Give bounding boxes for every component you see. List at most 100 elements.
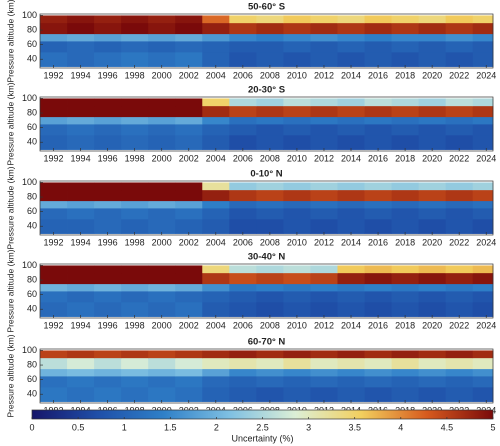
heatmap-cell xyxy=(94,98,122,107)
heatmap-cell xyxy=(229,182,257,191)
heatmap-cell xyxy=(364,357,392,370)
heatmap-cell xyxy=(121,33,149,42)
heatmap-cell xyxy=(94,368,122,377)
y-tick-label: 40 xyxy=(27,137,37,147)
heatmap-cell xyxy=(229,33,257,42)
heatmap-cell xyxy=(40,218,68,234)
heatmap-cell xyxy=(418,386,447,402)
x-tick-label: 2004 xyxy=(206,153,226,163)
heatmap-cell xyxy=(202,283,230,292)
heatmap-cell xyxy=(121,368,149,377)
heatmap-cell xyxy=(310,350,338,359)
x-tick-label: 2002 xyxy=(179,70,199,80)
colorbar-tick-label: 4 xyxy=(398,422,403,432)
heatmap-cell xyxy=(94,200,122,209)
heatmap-cell xyxy=(337,51,365,67)
heatmap-cell xyxy=(472,376,494,388)
heatmap-cell xyxy=(364,291,392,303)
y-tick-label: 40 xyxy=(27,54,37,64)
heatmap-cell xyxy=(202,41,230,53)
heatmap-cell xyxy=(445,124,474,136)
heatmap-cell xyxy=(229,98,257,107)
y-axis-label: Pressure altitude (km) xyxy=(5,82,15,165)
heatmap-cell xyxy=(40,200,68,209)
heatmap-cell xyxy=(229,189,257,202)
x-tick-label: 2016 xyxy=(368,237,388,247)
heatmap-cell xyxy=(67,134,95,150)
panel-title: 50-60° S xyxy=(248,2,285,13)
heatmap-cell xyxy=(148,51,176,67)
heatmap-cell xyxy=(364,15,392,24)
heatmap-cell xyxy=(391,301,420,317)
heatmap-cell xyxy=(418,33,447,42)
heatmap-cell xyxy=(67,357,95,370)
heatmap-cell xyxy=(94,134,122,150)
heatmap-cell xyxy=(391,41,420,53)
heatmap-cell xyxy=(391,200,420,209)
heatmap-cell xyxy=(229,386,257,402)
heatmap-cell xyxy=(283,189,311,202)
heatmap-cell xyxy=(175,98,203,107)
heatmap-cell xyxy=(148,124,176,136)
heatmap-cell xyxy=(472,116,494,125)
heatmap-cell xyxy=(175,182,203,191)
heatmap-cell xyxy=(445,189,474,202)
heatmap-cell xyxy=(40,22,68,35)
heatmap-cell xyxy=(310,265,338,274)
x-tick-label: 2014 xyxy=(341,153,361,163)
heatmap-cell xyxy=(148,218,176,234)
heatmap-cell xyxy=(148,41,176,53)
heatmap-cell xyxy=(445,200,474,209)
heatmap-cell xyxy=(364,218,392,234)
heatmap-cell xyxy=(40,134,68,150)
heatmap-cell xyxy=(94,272,122,285)
heatmap-cell xyxy=(472,200,494,209)
x-tick-label: 2024 xyxy=(476,237,496,247)
heatmap-cell xyxy=(94,41,122,53)
heatmap-cell xyxy=(472,301,494,317)
x-tick-label: 1992 xyxy=(44,153,64,163)
heatmap-cell xyxy=(121,208,149,220)
heatmap-cell xyxy=(67,218,95,234)
heatmap-cell xyxy=(229,376,257,388)
heatmap-cell xyxy=(67,291,95,303)
heatmap-cell xyxy=(472,283,494,292)
heatmap-cell xyxy=(121,98,149,107)
heatmap-cell xyxy=(256,124,284,136)
heatmap-cell xyxy=(472,218,494,234)
heatmap-cell xyxy=(364,272,392,285)
heatmap-cell xyxy=(337,116,365,125)
x-tick-label: 2018 xyxy=(395,320,415,330)
colorbar-tick-label: 2 xyxy=(214,422,219,432)
heatmap-cell xyxy=(310,200,338,209)
heatmap-cell xyxy=(310,41,338,53)
heatmap-cell xyxy=(256,283,284,292)
heatmap-cell xyxy=(364,208,392,220)
heatmap-cell xyxy=(121,116,149,125)
heatmap-cell xyxy=(310,105,338,118)
heatmap-cell xyxy=(175,200,203,209)
heatmap-cell xyxy=(337,134,365,150)
heatmap-cell xyxy=(391,15,420,24)
heatmap-cell xyxy=(445,134,474,150)
heatmap-cell xyxy=(472,98,494,107)
heatmap-cell xyxy=(94,51,122,67)
plot-frame xyxy=(39,263,494,319)
heatmap-cell xyxy=(67,124,95,136)
heatmap-cell xyxy=(121,200,149,209)
heatmap-cell xyxy=(40,41,68,53)
heatmap-cell xyxy=(337,200,365,209)
heatmap-cell xyxy=(337,33,365,42)
x-tick-label: 2022 xyxy=(449,153,469,163)
heatmap-cell xyxy=(283,200,311,209)
heatmap-cell xyxy=(175,301,203,317)
heatmap-cell xyxy=(121,357,149,370)
heatmap-cell xyxy=(229,218,257,234)
colorbar-tick-label: 1 xyxy=(122,422,127,432)
heatmap-cell xyxy=(418,200,447,209)
heatmap-cell xyxy=(229,350,257,359)
heatmap-cell xyxy=(202,218,230,234)
heatmap-cell xyxy=(337,357,365,370)
x-tick-label: 2022 xyxy=(449,70,469,80)
